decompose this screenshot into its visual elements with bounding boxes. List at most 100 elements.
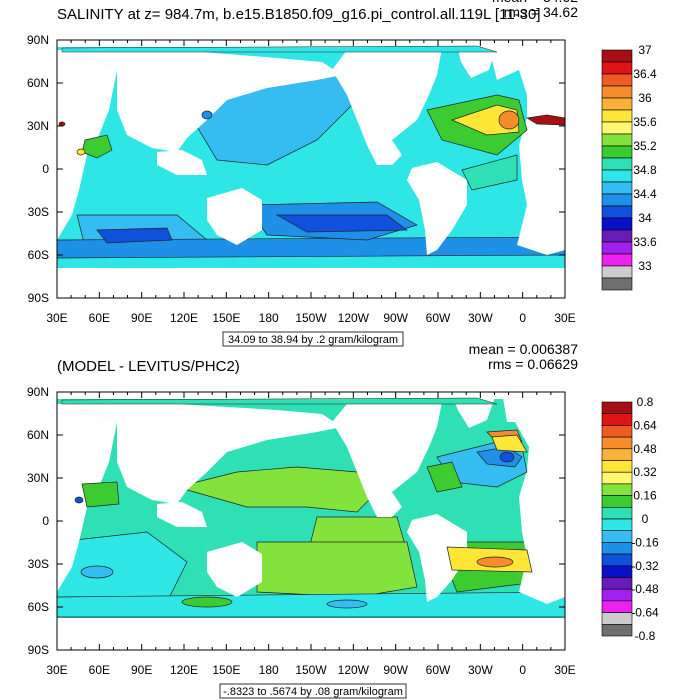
colorbar-swatch — [601, 577, 633, 590]
map-panel-2: (MODEL - LEVITUS/PHC2) mean = 0.006387rms… — [27, 341, 659, 699]
colorbar-swatch — [601, 157, 633, 171]
lon-label: 90E — [131, 663, 152, 677]
lat-label: 30N — [27, 119, 49, 133]
colorbar-swatch — [601, 530, 633, 543]
colorbar-swatch — [601, 217, 633, 231]
lat-label: 0 — [42, 162, 49, 176]
colorbar-swatch — [601, 448, 633, 461]
lat-label: 90N — [27, 385, 49, 399]
colorbar-swatch — [601, 425, 633, 438]
southern-ocean-cyan — [57, 591, 565, 618]
colorbar-swatch — [601, 401, 633, 414]
colorbar-swatch — [601, 553, 633, 567]
colorbar-label: 0 — [642, 512, 649, 526]
lon-label: 180 — [259, 663, 279, 677]
med-outflow-orange — [498, 110, 520, 130]
panel-title: (MODEL - LEVITUS/PHC2) — [57, 358, 240, 375]
lon-label: 90E — [131, 311, 152, 325]
lon-label: 0 — [519, 311, 526, 325]
south-atlantic-orange — [476, 556, 514, 568]
north-atlantic-deepblue — [499, 451, 515, 463]
lon-label: 120W — [338, 663, 370, 677]
land-mask — [207, 188, 262, 245]
south-pacific-deep — [275, 214, 409, 233]
land-mask — [407, 162, 467, 255]
lat-label: 60N — [27, 76, 49, 90]
lon-label: 150E — [212, 311, 240, 325]
colorbar-label: 0.48 — [633, 442, 657, 456]
colorbar-label: 37 — [638, 43, 652, 57]
lat-label: 30S — [28, 557, 49, 571]
colorbar-label: -0.48 — [631, 582, 659, 596]
colorbar-swatch — [601, 229, 633, 243]
colorbar-swatch — [601, 265, 633, 279]
map-area — [57, 392, 565, 650]
southern-ocean-blue-patch — [326, 599, 368, 609]
philippine-blue — [201, 110, 213, 120]
colorbar-swatch — [601, 565, 633, 578]
arabian-blue-blip — [74, 496, 84, 504]
indian-cyan — [57, 531, 188, 608]
lon-label: 90W — [383, 663, 408, 677]
land-mask — [457, 45, 497, 78]
lon-label: 30E — [46, 663, 67, 677]
north-atlantic-green-edge — [426, 461, 463, 493]
map-area — [57, 40, 565, 298]
colorbar-label: 33 — [638, 259, 652, 273]
lat-label: 60S — [28, 600, 49, 614]
colorbar-label: -0.32 — [631, 559, 659, 573]
lon-label: 120E — [170, 311, 198, 325]
colorbar-swatch — [601, 133, 633, 147]
lat-label: 90S — [28, 643, 49, 657]
equatorial-atlantic-seagreen — [461, 154, 518, 191]
colorbar-swatch — [601, 277, 633, 291]
colorbar-swatch — [601, 61, 633, 75]
colorbar-label: 36.4 — [633, 67, 657, 81]
colorbar-swatch — [601, 73, 633, 87]
colorbar-swatch — [601, 518, 633, 531]
colorbar-swatch — [601, 483, 633, 496]
north-atlantic-yellow — [491, 434, 528, 453]
gulf-red-blip — [58, 121, 66, 127]
lon-label: 60E — [89, 311, 110, 325]
colorbar-swatch — [601, 253, 633, 267]
colorbar-label: -0.16 — [631, 535, 659, 549]
lon-label: 150W — [295, 311, 327, 325]
colorbar-swatch — [601, 241, 633, 255]
colorbar-swatch — [601, 121, 633, 135]
land-mask — [207, 542, 262, 597]
land-mask — [332, 48, 442, 165]
colorbar-swatch — [601, 85, 633, 99]
land-mask — [452, 397, 495, 428]
stat-mean: mean = 0.006387 — [469, 341, 579, 357]
arctic-strip — [61, 397, 498, 405]
arabian-green — [81, 481, 120, 508]
colorbar-swatch — [601, 169, 633, 183]
lon-label: 30E — [554, 663, 575, 677]
units-caption: -.8323 to .5674 by .08 gram/kilogram — [223, 686, 403, 698]
colorbar-label: -0.8 — [635, 629, 656, 643]
lon-label: 60W — [426, 663, 451, 677]
colorbar-label: 34.4 — [633, 187, 657, 201]
arctic-strip — [61, 45, 498, 53]
colorbar-swatch — [601, 49, 633, 63]
land-mask — [57, 404, 342, 504]
land-mask — [57, 268, 565, 298]
stat-rms: rms = 34.62 — [504, 4, 579, 20]
lon-label: 90W — [383, 311, 408, 325]
lon-label: 120E — [170, 663, 198, 677]
land-mask — [487, 40, 565, 255]
lon-label: 150E — [212, 663, 240, 677]
colorbar-swatch — [601, 205, 633, 219]
lon-label: 60E — [89, 663, 110, 677]
units-caption-box — [219, 683, 407, 699]
indian-deep — [96, 227, 173, 244]
lat-label: 60N — [27, 428, 49, 442]
lon-label: 30E — [554, 311, 575, 325]
stat-mean: mean = 34.62 — [492, 0, 578, 5]
colorbar-label: 35.6 — [633, 115, 657, 129]
lat-label: 60S — [28, 248, 49, 262]
indian-blue-patch — [80, 565, 114, 579]
colorbar: 0.8 0.64 0.48 0.32 0.16 0 -0.16 -0.32 -0.48 -0.64… — [601, 395, 659, 643]
